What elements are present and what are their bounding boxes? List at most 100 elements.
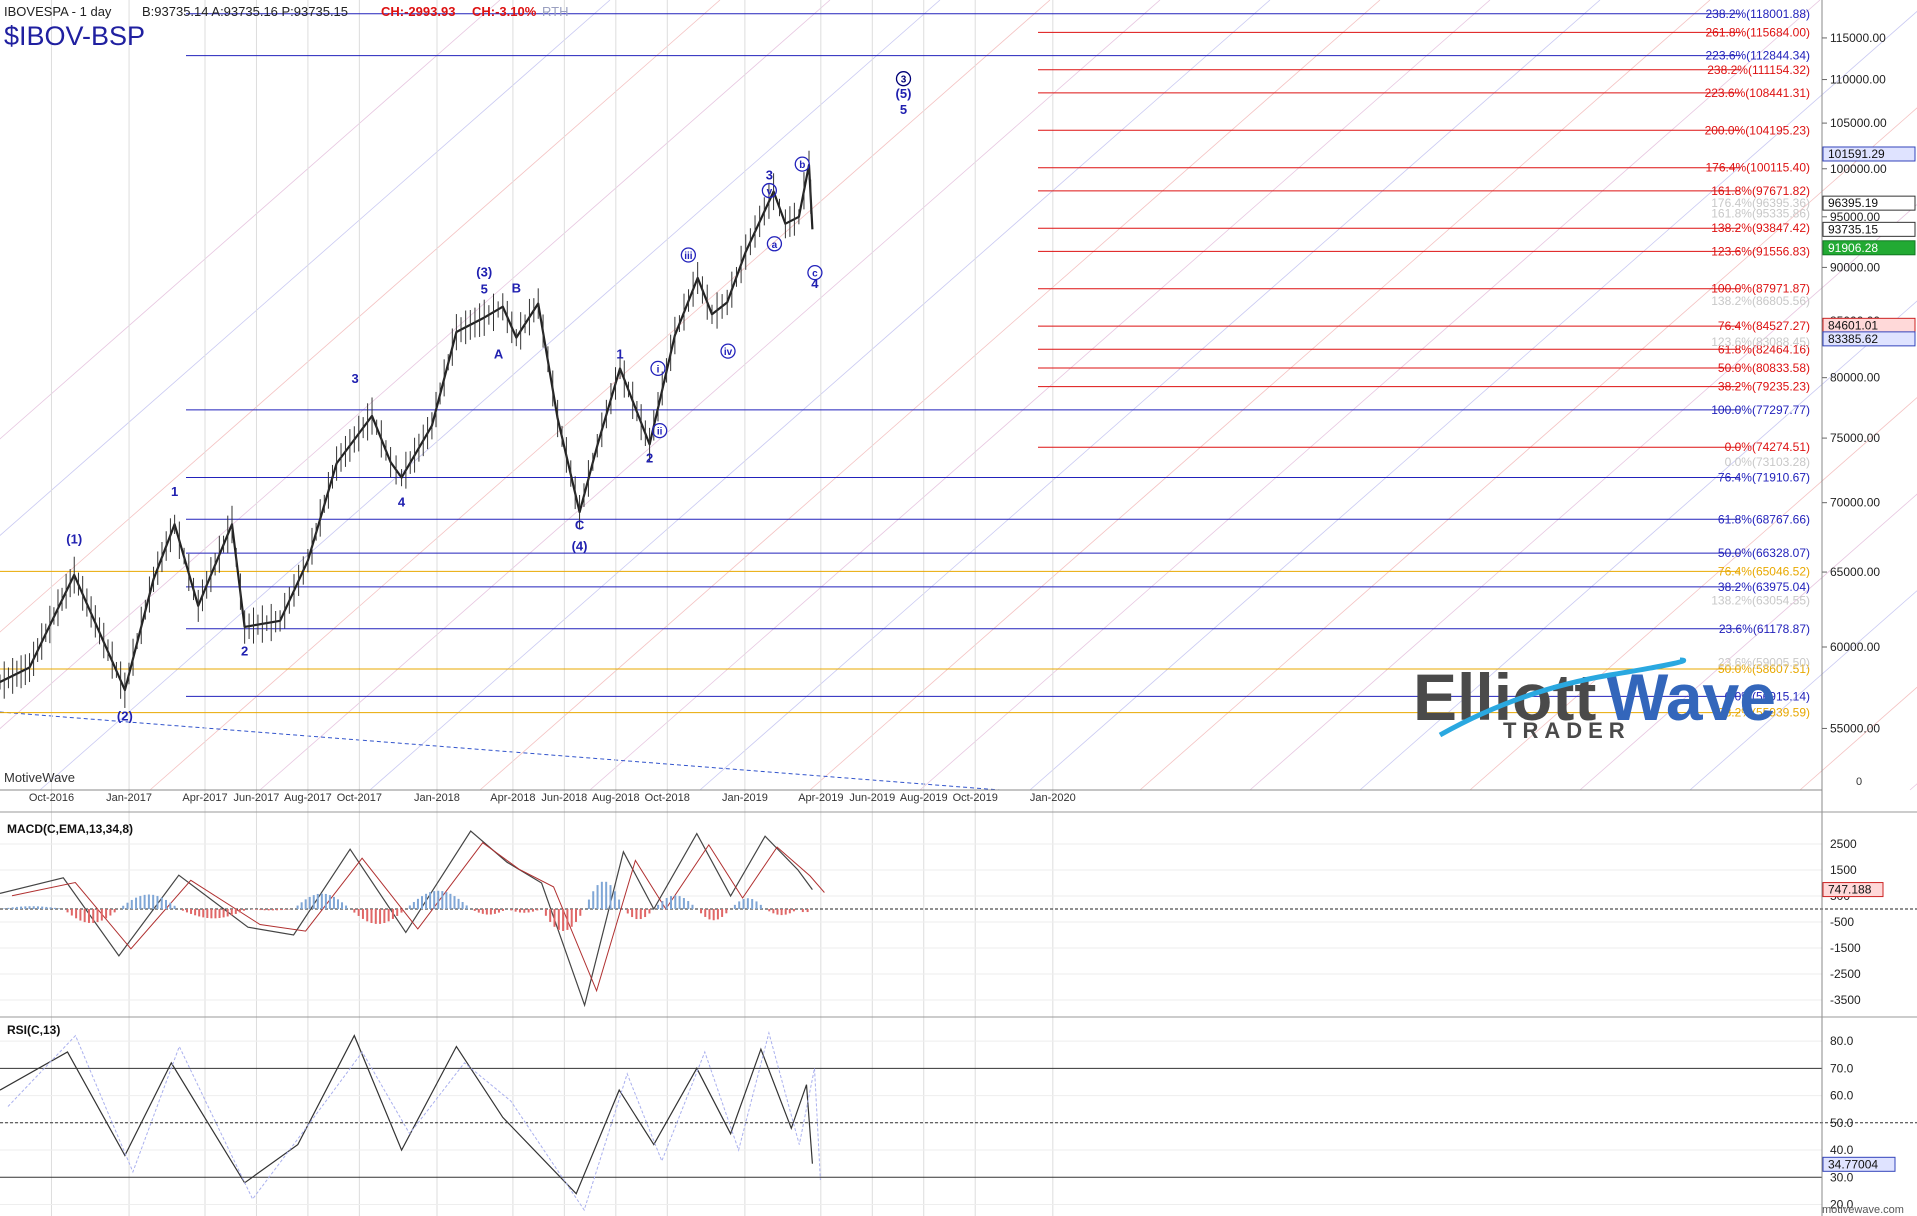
- rsi-tick-label: 70.0: [1830, 1061, 1854, 1075]
- fib-level-label: 61.8%(68767.66): [1718, 512, 1810, 526]
- y-tick-label: 105000.00: [1830, 116, 1887, 130]
- site-watermark: motivewave.com: [1822, 1204, 1904, 1216]
- price-series: [0, 150, 814, 708]
- faded-level-label: 138.2%(86805.56): [1711, 294, 1810, 308]
- x-tick-label: Oct-2018: [645, 792, 690, 804]
- wave-circle: [794, 156, 810, 172]
- wave-label: (5): [896, 86, 912, 101]
- rsi-tick-label: 30.0: [1830, 1170, 1854, 1184]
- fib-level-label: 38.2%(55939.59): [1718, 706, 1810, 720]
- quote-readout: B:93735.14 A:93735.16 P:93735.15: [142, 4, 348, 19]
- fib-level-label: 61.8%(82464.16): [1718, 342, 1810, 356]
- rsi-tick-label: 50.0: [1830, 1116, 1854, 1130]
- y-tick-label: 80000.00: [1830, 371, 1880, 385]
- fan-line: [39, 0, 941, 791]
- x-tick-label: Oct-2019: [953, 792, 998, 804]
- x-tick-label: Aug-2017: [284, 792, 332, 804]
- fib-level-label: 50.0%(58607.51): [1718, 662, 1810, 676]
- y-tick-label: 55000.00: [1830, 721, 1880, 735]
- fan-line: [1139, 107, 1917, 791]
- macd-value-box: [1822, 882, 1884, 898]
- price-marker-label: 83385.62: [1828, 332, 1878, 346]
- price-marker-label: 101591.29: [1828, 147, 1885, 161]
- wave-label: 2: [646, 450, 653, 465]
- x-tick-label: Jan-2019: [722, 792, 768, 804]
- fan-line: [1029, 10, 1917, 791]
- wave-label: 3: [766, 167, 773, 182]
- wave-label: 1: [616, 347, 623, 362]
- fan-line: [259, 0, 1161, 791]
- circled-wave-label: 3: [901, 75, 907, 86]
- price-marker-box: [1822, 221, 1916, 237]
- rsi-signal-line: [7, 1030, 821, 1212]
- fan-line: [149, 0, 1051, 791]
- wave-label: C: [575, 518, 585, 533]
- fan-line: [699, 0, 1601, 791]
- x-tick-label: Aug-2018: [592, 792, 640, 804]
- logo-word-elliott: Elliott: [1413, 660, 1596, 734]
- fib-level-label: 161.8%(97671.82): [1711, 184, 1810, 198]
- fib-level-label: 238.2%(118001.88): [1705, 7, 1810, 21]
- faded-level-label: 176.4%(96395.36): [1711, 196, 1810, 210]
- wave-circle: [652, 422, 668, 439]
- fib-level-label: 138.2%(93847.42): [1711, 221, 1810, 235]
- x-tick-label: Oct-2017: [337, 792, 382, 804]
- fib-level-label: 238.2%(111154.32): [1707, 63, 1810, 77]
- y-tick-label: 65000.00: [1830, 565, 1880, 579]
- price-marker-box: [1822, 195, 1916, 211]
- change-percent: CH:-3.10%: [472, 4, 537, 19]
- wave-label: (1): [66, 532, 82, 547]
- rsi-tick-label: 40.0: [1830, 1143, 1854, 1157]
- wave-label: 1: [171, 484, 178, 499]
- rsi-tick-label: 20.0: [1830, 1198, 1854, 1212]
- wave-circle: [766, 236, 783, 252]
- wave-label: 4: [398, 495, 406, 510]
- fib-level-label: 100.0%(87971.87): [1711, 282, 1810, 296]
- faded-level-label: 0.0%(73103.28): [1725, 455, 1810, 469]
- circled-wave-label: iii: [684, 251, 693, 262]
- fan-line: [0, 0, 721, 633]
- price-marker-label: 96395.19: [1828, 196, 1878, 210]
- wave-circle: [680, 247, 697, 263]
- x-tick-label: Jun-2017: [234, 792, 280, 804]
- macd-panel: [0, 830, 1917, 1008]
- fib-level-label: 100.0%(77297.77): [1711, 403, 1810, 417]
- y-tick-label: 75000.00: [1830, 431, 1880, 445]
- price-marker-label: 91906.28: [1828, 241, 1878, 255]
- fib-level-label: 38.2%(79235.23): [1718, 380, 1810, 394]
- fan-line: [479, 0, 1381, 791]
- price-marker-box: [1822, 331, 1916, 347]
- fib-level-label: 76.4%(65046.52): [1718, 564, 1810, 578]
- price-marker-box: [1822, 146, 1916, 162]
- macd-title: MACD(C,EMA,13,34,8): [7, 822, 133, 836]
- fib-level-label: 76.4%(71910.67): [1718, 470, 1810, 484]
- rsi-line: [0, 1034, 813, 1195]
- change-points: CH:-2993.93: [381, 4, 455, 19]
- price-marker-box: [1822, 240, 1916, 256]
- wave-label: (3): [476, 265, 492, 280]
- y-tick-label: 90000.00: [1830, 260, 1880, 274]
- fib-level-label: 223.6%(108441.31): [1705, 86, 1810, 100]
- macd-signal-line: [11, 842, 825, 993]
- circled-wave-label: c: [812, 269, 818, 280]
- y-tick-label: 110000.00: [1830, 73, 1886, 87]
- faded-level-label: 23.6%(59005.50): [1718, 656, 1810, 670]
- faded-level-label: 138.2%(63054.55): [1711, 594, 1810, 608]
- fib-level-label: 123.6%(91556.83): [1711, 244, 1810, 258]
- macd-tick-label: -2500: [1830, 967, 1861, 981]
- circled-wave-label: ii: [657, 427, 663, 438]
- trend-line: [0, 711, 1001, 791]
- logo-tagline: TRADER: [1503, 718, 1631, 743]
- fan-line: [1359, 300, 1917, 791]
- fan-line: [919, 0, 1821, 791]
- fib-level-label: 0.0%(74274.51): [1725, 440, 1810, 454]
- macd-tick-label: -1500: [1830, 941, 1861, 955]
- wave-label: (2): [117, 709, 133, 724]
- platform-label: MotiveWave: [4, 770, 75, 785]
- circled-wave-label: a: [772, 240, 778, 251]
- macd-tick-label: 1500: [1830, 863, 1857, 877]
- x-tick-label: Jun-2019: [849, 792, 895, 804]
- fan-line: [369, 0, 1271, 791]
- y-tick-label: 70000.00: [1830, 496, 1880, 510]
